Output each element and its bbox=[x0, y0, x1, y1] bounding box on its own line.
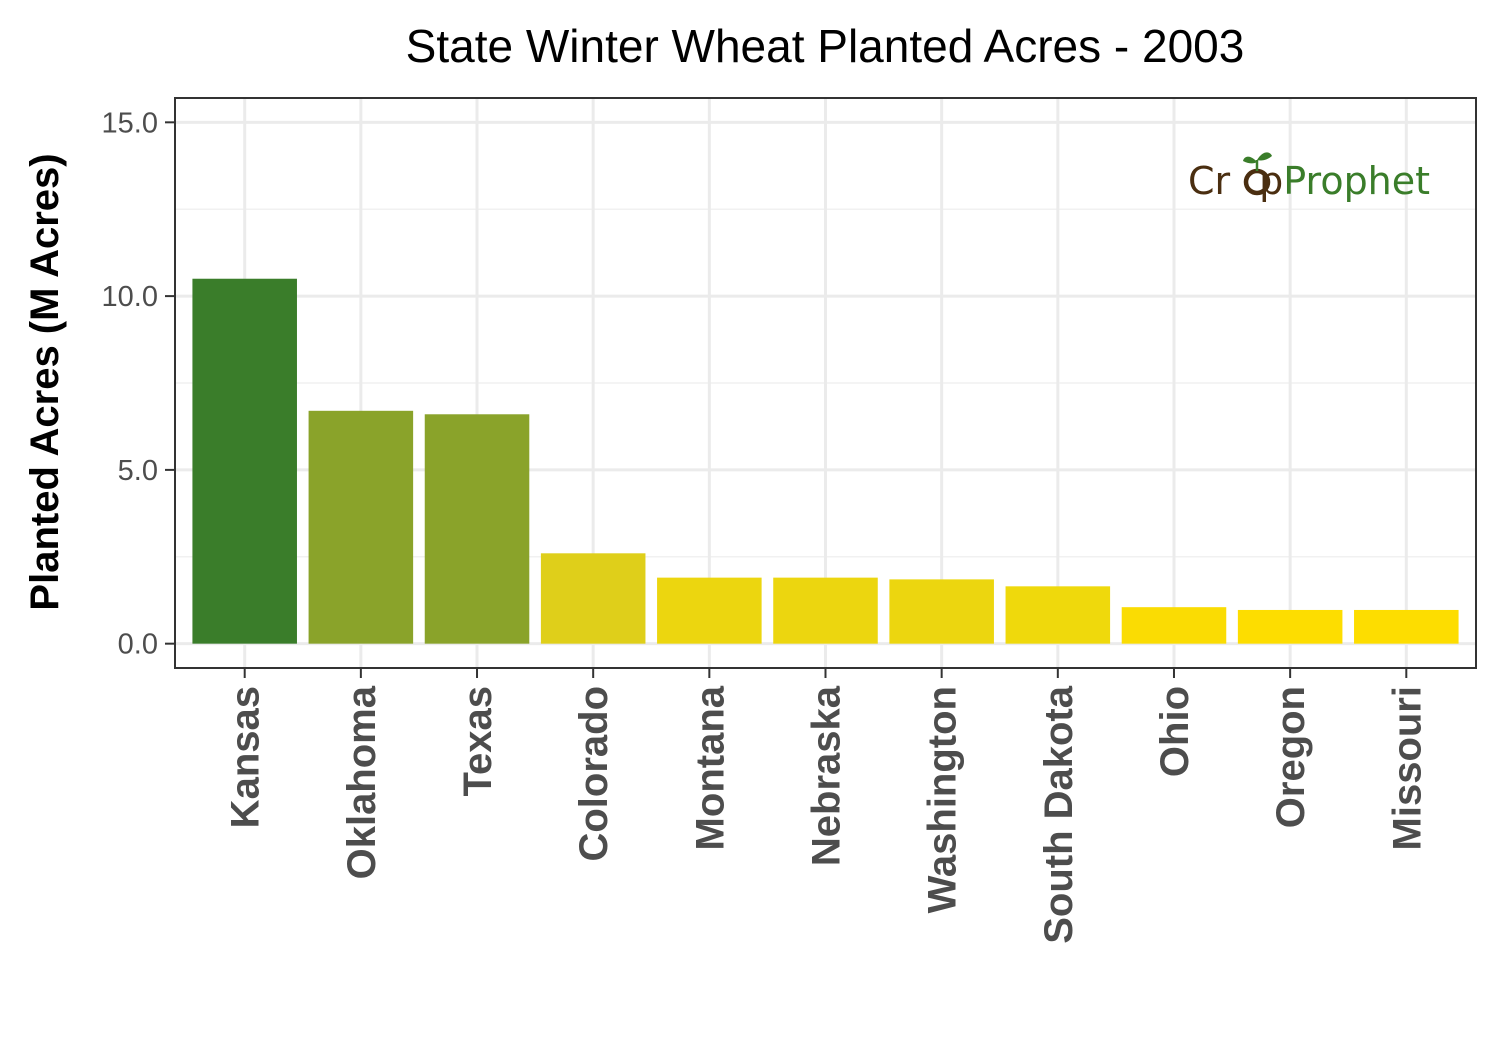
bar-nebraska bbox=[773, 577, 878, 644]
x-tick-label: Washington bbox=[921, 686, 965, 913]
bar-colorado bbox=[540, 553, 646, 644]
x-tick-label: Colorado bbox=[572, 686, 616, 862]
sprout-icon bbox=[1243, 152, 1272, 196]
logo-text-p: p bbox=[1259, 159, 1283, 203]
x-tick-label: South Dakota bbox=[1037, 685, 1081, 944]
bar-texas bbox=[424, 414, 530, 644]
x-tick-label: Texas bbox=[456, 686, 500, 796]
x-tick-label: Oregon bbox=[1269, 686, 1313, 828]
logo-text-prophet: Prophet bbox=[1283, 159, 1430, 203]
x-tick-label: Montana bbox=[688, 685, 732, 850]
y-tick-label: 0.0 bbox=[118, 629, 158, 661]
bar-montana bbox=[657, 577, 762, 644]
x-tick-label: Missouri bbox=[1385, 686, 1429, 850]
logo-text-crop: Cr bbox=[1188, 159, 1231, 203]
x-tick-label: Kansas bbox=[224, 686, 268, 828]
bar-missouri bbox=[1354, 609, 1459, 644]
cropprophet-logo: Cr pProphet bbox=[1188, 152, 1430, 203]
bar-oregon bbox=[1237, 609, 1343, 644]
x-axis-ticks: Kansas Oklahoma Texas Colorado Montana Nebras… bbox=[224, 668, 1429, 944]
y-axis-label: Planted Acres (M Acres) bbox=[23, 153, 67, 610]
bar-oklahoma bbox=[308, 410, 414, 644]
y-tick-label: 5.0 bbox=[118, 455, 158, 487]
chart-title: State Winter Wheat Planted Acres - 2003 bbox=[406, 20, 1245, 72]
x-tick-label: Oklahoma bbox=[340, 685, 384, 879]
y-axis-ticks: 0.0 5.0 10.0 15.0 bbox=[102, 107, 175, 661]
y-tick-label: 15.0 bbox=[102, 107, 158, 139]
bars bbox=[192, 278, 1459, 644]
x-tick-label: Nebraska bbox=[805, 685, 849, 866]
bar-ohio bbox=[1121, 607, 1227, 644]
bar-south-dakota bbox=[1005, 586, 1111, 644]
bar-washington bbox=[889, 579, 994, 644]
bar-kansas bbox=[192, 278, 297, 644]
y-tick-label: 10.0 bbox=[102, 281, 158, 313]
x-tick-label: Ohio bbox=[1153, 686, 1197, 777]
